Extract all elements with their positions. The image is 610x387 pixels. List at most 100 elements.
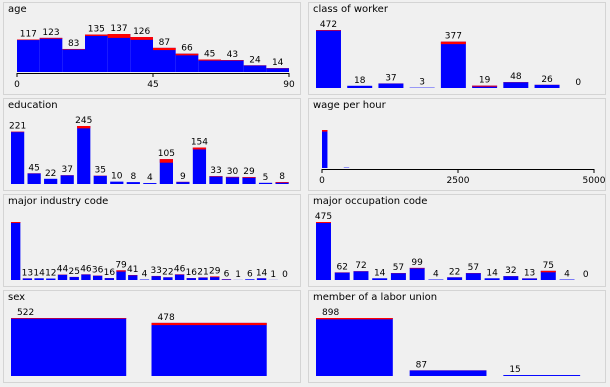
bar <box>39 37 63 72</box>
bar <box>221 60 244 72</box>
bar <box>256 278 267 280</box>
value-label: 46 <box>174 264 186 274</box>
value-label: 37 <box>385 73 396 83</box>
bar-highlight <box>153 47 176 51</box>
value-label: 0 <box>282 270 288 280</box>
bar-highlight <box>210 276 220 278</box>
value-label: 66 <box>181 44 193 54</box>
bar <box>174 274 185 280</box>
panel-title: sex <box>8 292 25 303</box>
value-label: 35 <box>95 166 106 176</box>
bar-highlight <box>116 270 126 272</box>
bar <box>472 85 498 88</box>
bar-highlight <box>85 34 108 36</box>
bar <box>27 173 41 184</box>
bar <box>22 278 33 280</box>
value-label: 14 <box>33 268 45 278</box>
value-label: 8 <box>279 172 285 182</box>
bar <box>210 276 220 280</box>
value-label: 12 <box>45 269 56 279</box>
bar <box>372 278 388 280</box>
value-label: 221 <box>9 122 26 132</box>
bar <box>316 318 393 376</box>
value-label: 9 <box>180 172 186 182</box>
value-label: 18 <box>354 76 366 86</box>
panel <box>308 98 606 191</box>
bar <box>243 65 267 72</box>
bar <box>77 126 91 184</box>
bar <box>484 278 500 280</box>
value-label: 0 <box>575 78 581 88</box>
value-label: 475 <box>315 212 332 222</box>
bar-highlight <box>77 126 91 129</box>
value-label: 30 <box>227 167 239 177</box>
bar <box>116 270 126 280</box>
value-label: 33 <box>150 266 161 276</box>
bar <box>151 322 267 376</box>
value-label: 154 <box>191 138 208 148</box>
value-label: 32 <box>505 266 516 276</box>
bar-highlight <box>440 41 466 45</box>
bar <box>44 178 58 184</box>
bar-highlight <box>11 222 21 223</box>
value-label: 4 <box>147 173 153 183</box>
bar <box>186 278 196 280</box>
panel-title: major industry code <box>8 196 108 207</box>
bar <box>353 271 369 280</box>
bar <box>176 181 190 184</box>
value-label: 1 <box>270 270 276 280</box>
value-label: 44 <box>57 265 69 275</box>
bar <box>390 273 406 280</box>
bar <box>258 182 273 184</box>
bar-highlight <box>151 322 267 326</box>
value-label: 478 <box>158 313 175 323</box>
value-label: 22 <box>449 267 460 277</box>
bar <box>69 276 79 280</box>
bar <box>409 267 425 280</box>
panel-title: age <box>8 4 27 15</box>
bar <box>143 183 157 184</box>
bar-highlight <box>39 37 63 39</box>
bar-highlight <box>159 159 173 163</box>
bar-highlight <box>107 34 131 38</box>
value-label: 14 <box>256 268 268 278</box>
x-tick-label: 5000 <box>583 176 606 186</box>
bar <box>198 59 221 72</box>
value-label: 29 <box>209 266 221 276</box>
bar <box>159 159 173 184</box>
bar-highlight <box>316 222 331 223</box>
value-label: 10 <box>111 172 123 182</box>
bar-highlight <box>275 182 289 183</box>
value-label: 4 <box>142 270 148 280</box>
panel-title: class of worker <box>313 4 389 15</box>
panel-title: major occupation code <box>313 196 427 207</box>
bar <box>275 182 289 184</box>
bar <box>316 222 331 280</box>
value-label: 5 <box>263 173 269 183</box>
x-tick-label: 0 <box>319 176 325 186</box>
value-label: 75 <box>543 261 554 271</box>
bar <box>209 176 223 184</box>
bar <box>153 47 176 72</box>
value-label: 46 <box>80 264 92 274</box>
panel-title: education <box>8 100 58 111</box>
value-label: 45 <box>204 50 215 60</box>
bar <box>34 278 44 280</box>
value-label: 0 <box>583 270 589 280</box>
bar <box>440 41 466 88</box>
value-label: 6 <box>247 269 253 279</box>
bar <box>93 175 107 184</box>
value-label: 522 <box>17 308 34 318</box>
bar <box>503 276 519 280</box>
value-label: 79 <box>115 260 127 270</box>
value-label: 26 <box>541 75 553 85</box>
bar-highlight <box>316 318 393 320</box>
bar-highlight <box>242 177 256 178</box>
bar-highlight <box>316 30 341 31</box>
bar <box>104 278 115 280</box>
value-label: 62 <box>337 262 348 272</box>
bar <box>85 34 108 72</box>
value-label: 57 <box>393 263 404 273</box>
x-tick-label: 2500 <box>447 176 470 186</box>
